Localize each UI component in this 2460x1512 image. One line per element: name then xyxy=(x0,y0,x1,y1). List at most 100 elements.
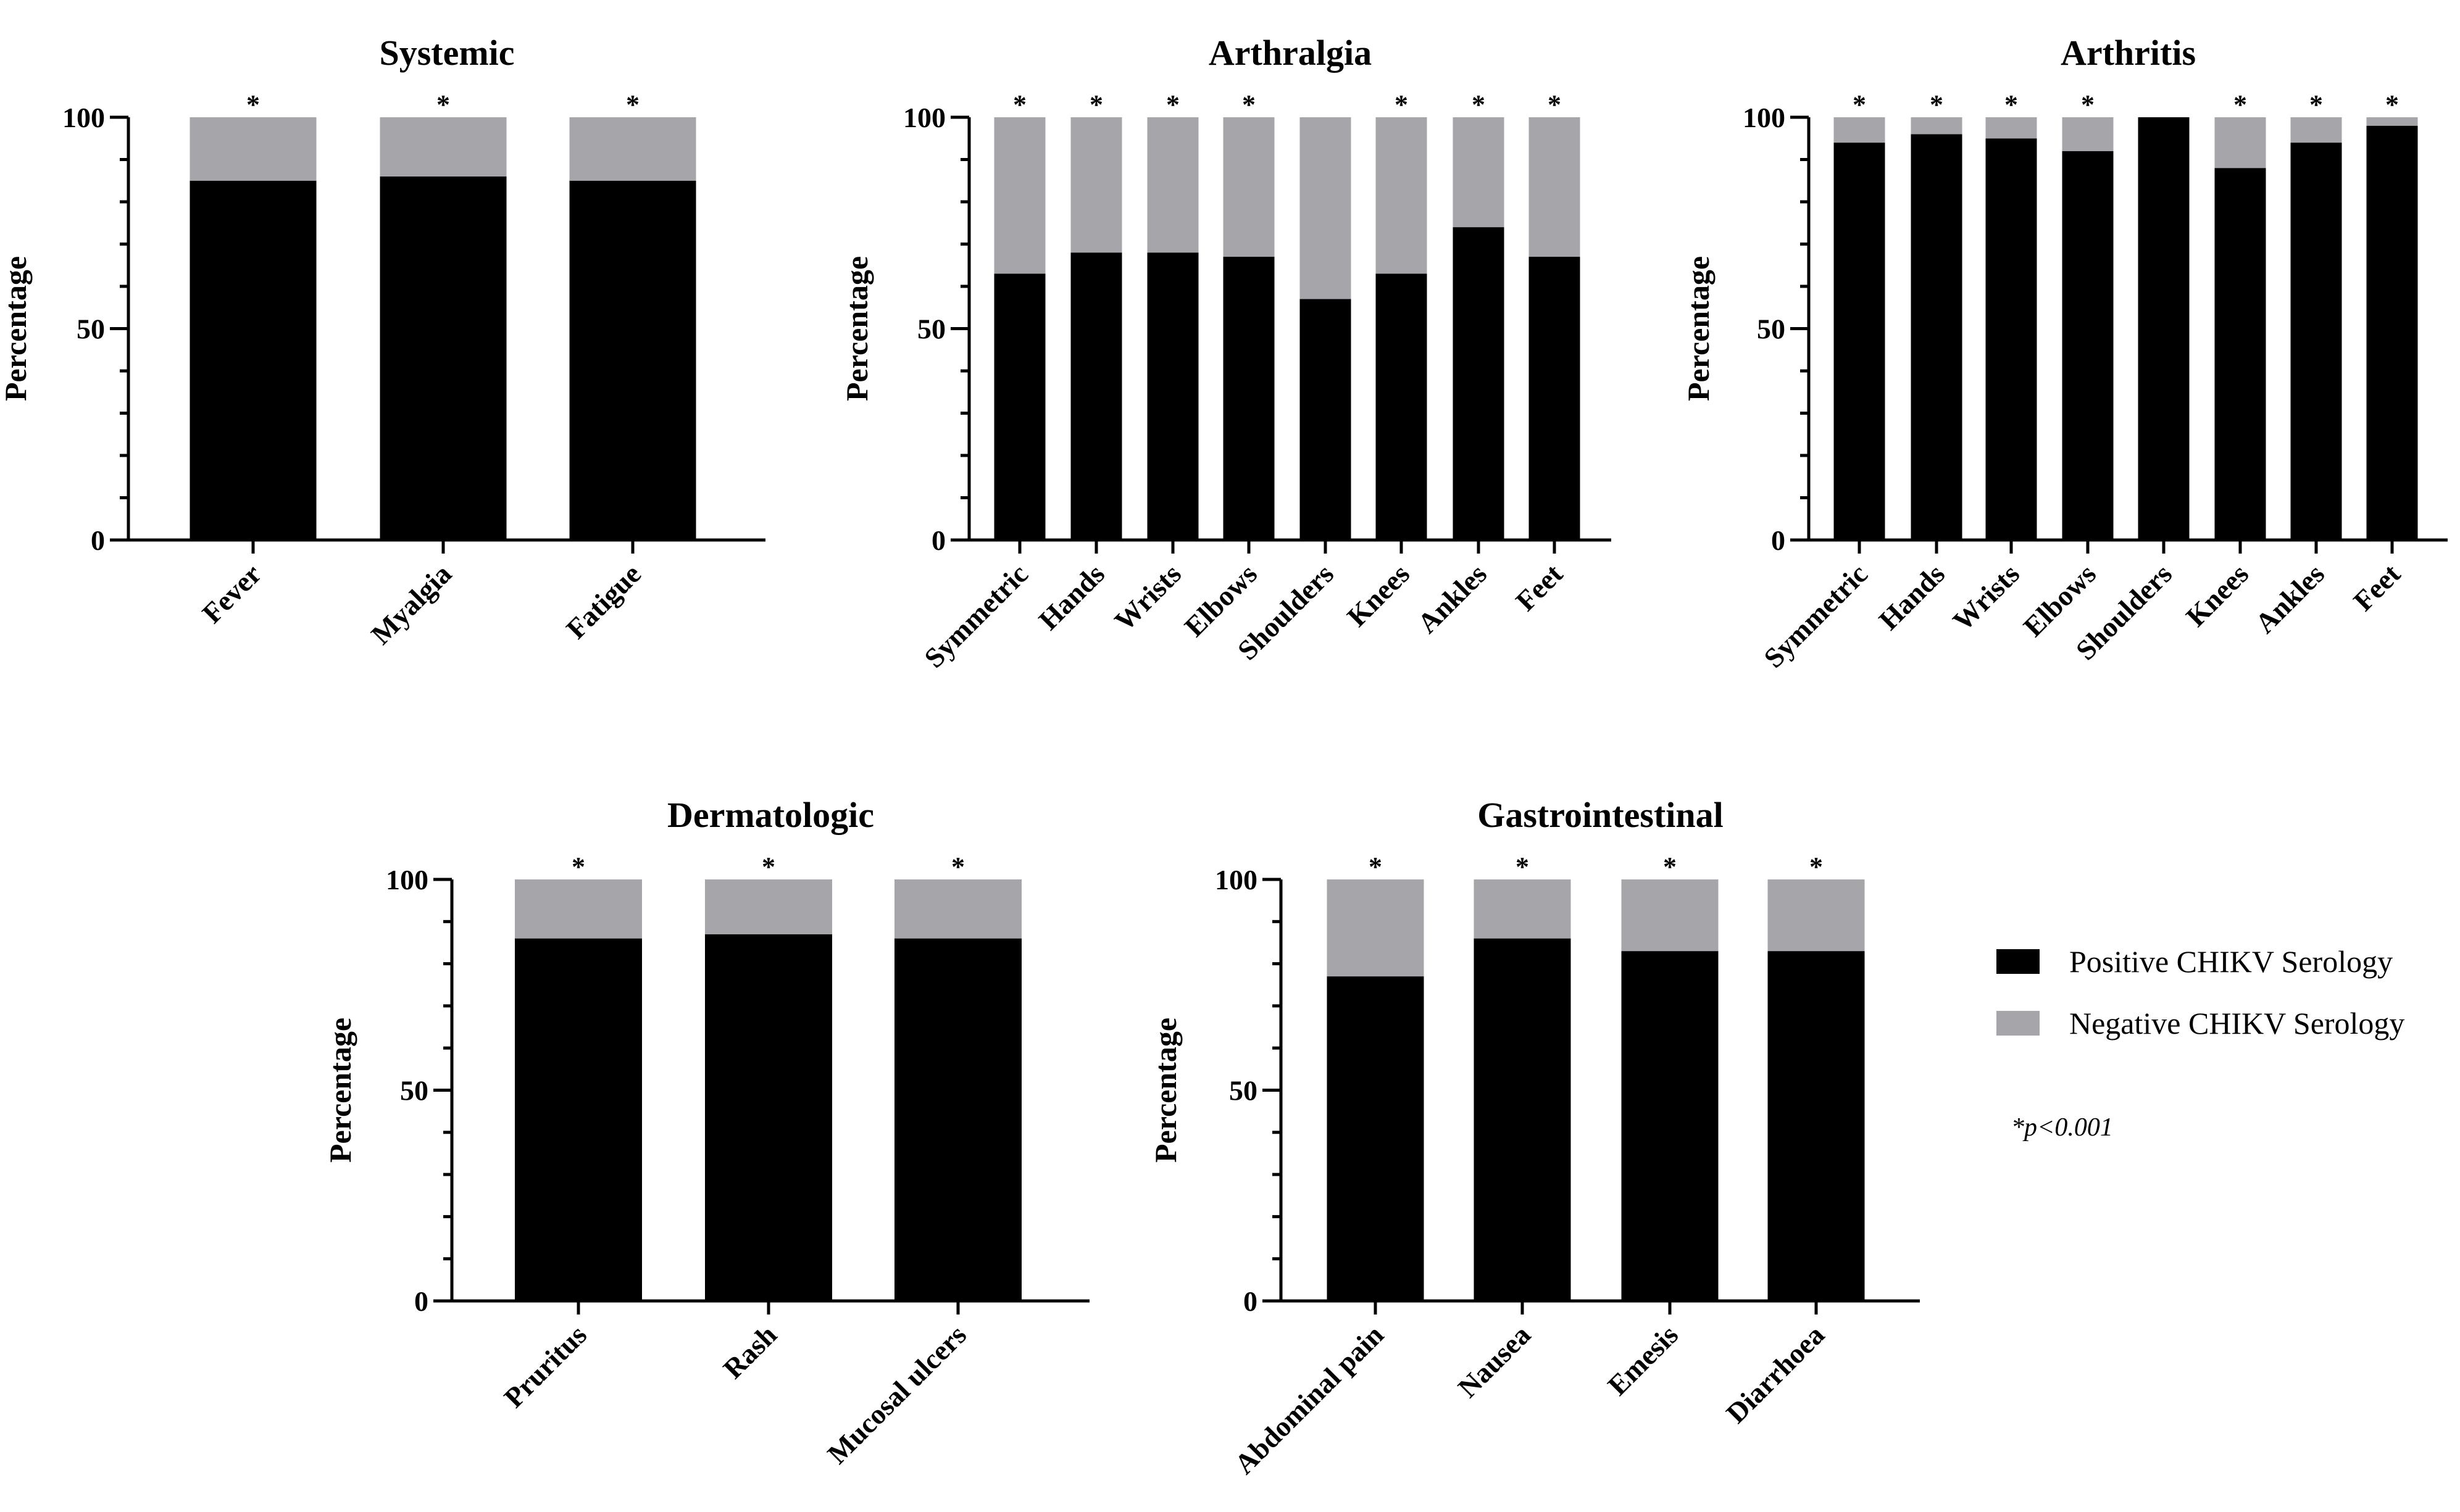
bar-segment-negative xyxy=(1147,117,1199,253)
legend-label-negative: Negative CHIKV Serology xyxy=(2069,1006,2404,1041)
bar-segment-positive xyxy=(1147,252,1199,540)
bar-segment-positive xyxy=(1327,976,1424,1301)
significance-star: * xyxy=(1090,89,1103,120)
category-label: Hands xyxy=(1873,558,1951,636)
significance-star: * xyxy=(1930,89,1943,120)
bar-segment-negative xyxy=(1474,879,1571,939)
y-tick-label: 0 xyxy=(414,1286,428,1317)
bar-segment-positive xyxy=(2062,151,2114,541)
significance-star: * xyxy=(1516,852,1529,882)
category-label: Knees xyxy=(1341,558,1416,633)
bar-segment-positive xyxy=(190,180,317,540)
y-axis-title: Percentage xyxy=(323,1018,357,1163)
significance-note: *p<0.001 xyxy=(2011,1113,2113,1142)
significance-star: * xyxy=(1242,89,1256,120)
chart-title: Gastrointestinal xyxy=(1477,795,1724,835)
y-tick-label: 0 xyxy=(932,525,946,556)
y-tick-label: 0 xyxy=(1771,525,1785,556)
legend-label-positive: Positive CHIKV Serology xyxy=(2069,944,2393,979)
chart-panels: * Fever * Myalgia * Fatigue 0 50 100 Percentage Sy… xyxy=(0,33,2448,1480)
chart-title: Arthritis xyxy=(2061,33,2196,73)
category-label: Knees xyxy=(2180,558,2254,633)
y-tick-label: 50 xyxy=(77,314,105,345)
bar-segment-positive xyxy=(705,934,832,1301)
legend-swatch-positive xyxy=(1996,949,2040,974)
y-tick-label: 0 xyxy=(91,525,105,556)
bar-segment-positive xyxy=(1299,299,1351,540)
y-tick-label: 100 xyxy=(386,864,428,895)
bar-segment-negative xyxy=(1327,879,1424,977)
category-label: Ankles xyxy=(2249,558,2330,639)
significance-star: * xyxy=(1395,89,1408,120)
chart-panel: * Abdominal pain * Nausea * Emesis * Diarrhoea 0… xyxy=(1148,795,1920,1480)
bar-segment-negative xyxy=(2214,117,2266,168)
y-tick-label: 100 xyxy=(62,102,105,133)
bar-segment-negative xyxy=(1299,117,1351,299)
bar-segment-negative xyxy=(1911,117,1962,135)
significance-star: * xyxy=(572,852,585,882)
category-label: Hands xyxy=(1033,558,1111,636)
y-tick-label: 50 xyxy=(917,314,946,345)
bar-segment-negative xyxy=(2290,117,2342,143)
y-tick-label: 0 xyxy=(1243,1286,1257,1317)
bar-segment-positive xyxy=(1375,273,1427,540)
chart-title: Systemic xyxy=(379,33,514,73)
bar-segment-negative xyxy=(1528,117,1580,257)
significance-star: * xyxy=(2385,89,2399,120)
category-label: Wrists xyxy=(1108,558,1187,637)
bar-segment-negative xyxy=(705,879,832,934)
y-tick-label: 50 xyxy=(400,1075,428,1107)
y-tick-label: 50 xyxy=(1229,1075,1257,1107)
bar-segment-positive xyxy=(1453,227,1504,540)
bar-segment-positive xyxy=(2366,125,2418,540)
bar-segment-negative xyxy=(380,117,507,177)
significance-star: * xyxy=(436,89,450,120)
significance-star: * xyxy=(2309,89,2323,120)
bar-segment-positive xyxy=(1767,951,1865,1301)
y-tick-label: 50 xyxy=(1757,314,1785,345)
legend: Positive CHIKV Serology Negative CHIKV S… xyxy=(1996,944,2404,1041)
bar-segment-negative xyxy=(2366,117,2418,126)
significance-star: * xyxy=(1472,89,1485,120)
y-axis-title: Percentage xyxy=(1681,256,1716,401)
bar-segment-negative xyxy=(1833,117,1885,143)
category-label: Rash xyxy=(717,1319,783,1385)
significance-star: * xyxy=(1166,89,1180,120)
bar-segment-positive xyxy=(2138,117,2190,540)
bar-segment-negative xyxy=(515,879,642,939)
category-label: Symmetric xyxy=(918,558,1034,674)
y-tick-label: 100 xyxy=(903,102,946,133)
significance-star: * xyxy=(951,852,965,882)
bar-segment-negative xyxy=(1070,117,1122,253)
bar-segment-positive xyxy=(1911,134,1962,540)
category-label: Ankles xyxy=(1411,558,1493,639)
category-label: Wrists xyxy=(1946,558,2025,637)
significance-star: * xyxy=(1369,852,1382,882)
significance-star: * xyxy=(1013,89,1027,120)
category-label: Diarrhoea xyxy=(1720,1319,1830,1429)
bar-segment-negative xyxy=(1453,117,1504,228)
bar-segment-negative xyxy=(1223,117,1275,257)
bar-segment-negative xyxy=(1621,879,1719,952)
category-label: Symmetric xyxy=(1757,558,1874,674)
bar-segment-positive xyxy=(894,938,1022,1301)
chart-panel: *Symmetric*Hands*Wrists*ElbowsShoulders*… xyxy=(840,33,1611,674)
bar-segment-positive xyxy=(1621,951,1719,1301)
significance-star: * xyxy=(2081,89,2095,120)
bar-segment-positive xyxy=(994,273,1046,540)
bar-segment-positive xyxy=(1223,257,1275,540)
category-label: Emesis xyxy=(1601,1319,1684,1402)
significance-star: * xyxy=(626,89,640,120)
bar-segment-negative xyxy=(894,879,1022,939)
bar-segment-positive xyxy=(1833,143,1885,541)
bar-segment-negative xyxy=(190,117,317,181)
y-axis-title: Percentage xyxy=(0,256,33,401)
category-label: Fever xyxy=(196,558,268,629)
category-label: Feet xyxy=(2347,558,2406,617)
bar-segment-positive xyxy=(1070,252,1122,540)
bar-segment-negative xyxy=(994,117,1046,274)
significance-star: * xyxy=(1853,89,1866,120)
bar-segment-negative xyxy=(1767,879,1865,952)
bar-segment-positive xyxy=(380,176,507,540)
